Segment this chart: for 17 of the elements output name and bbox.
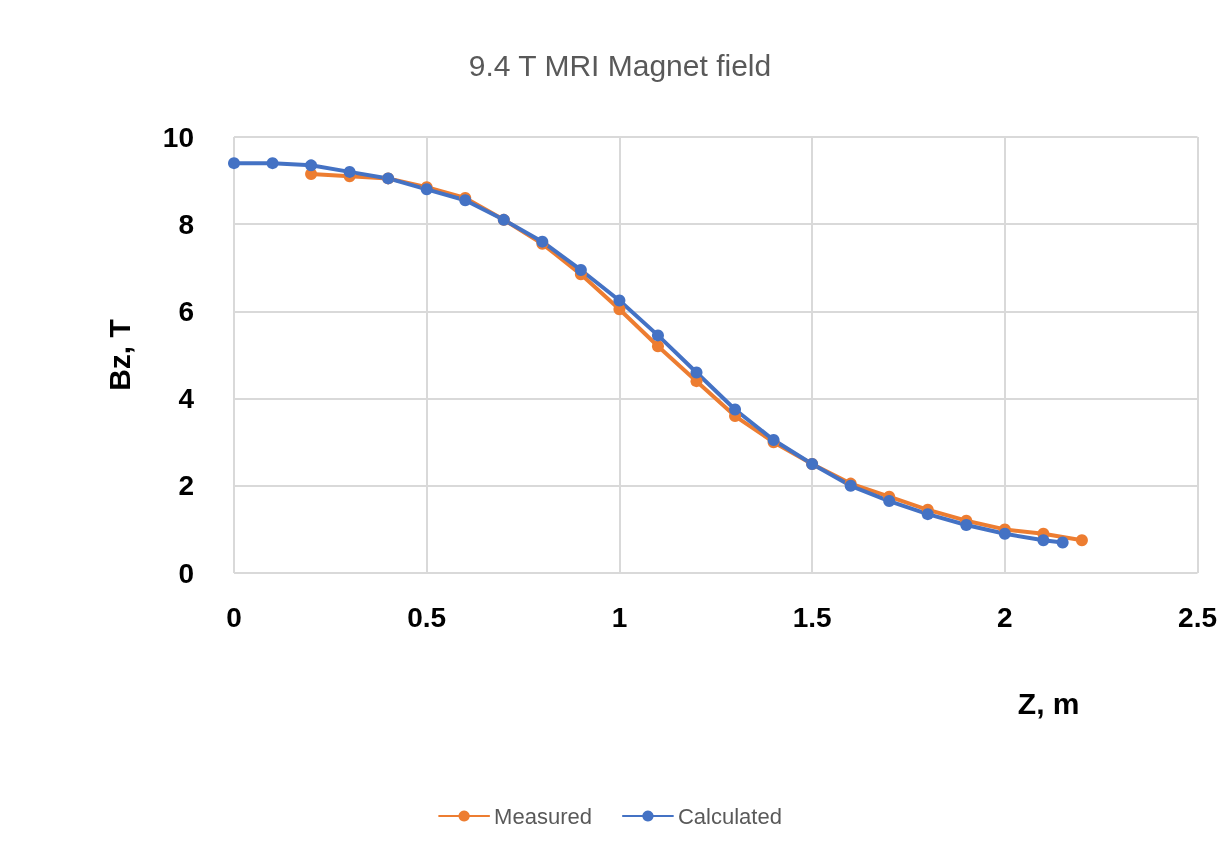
y-tick-label: 8 [178, 208, 194, 240]
legend-label: Measured [494, 803, 592, 829]
y-tick-label: 4 [178, 383, 195, 415]
y-tick-label: 0 [178, 557, 194, 589]
x-tick-label: 1 [611, 601, 628, 633]
x-tick-label: 2 [997, 601, 1013, 633]
legend-label: Calculated [677, 803, 782, 829]
y-axis-title: Bz, T [102, 319, 136, 391]
x-tick-label: 0.5 [407, 601, 447, 633]
x-axis-title: Z, m [1017, 686, 1080, 720]
x-tick-label: 2.5 [1178, 601, 1218, 633]
y-tick-label: 2 [178, 470, 194, 502]
x-tick-label: 0 [226, 601, 242, 633]
y-tick-label: 6 [178, 295, 194, 327]
chart-title: 9.4 T MRI Magnet field [468, 48, 772, 82]
x-tick-label: 1.5 [792, 601, 832, 633]
y-tick-label: 10 [162, 121, 194, 153]
